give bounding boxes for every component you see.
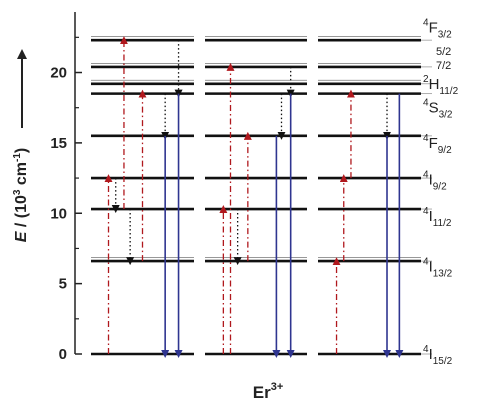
y-tick-label: 5 (59, 276, 67, 293)
term-label: 7/2 (436, 60, 451, 72)
x-axis-label: Er3+ (253, 381, 284, 402)
x-label-base: Er (253, 383, 271, 402)
y-tick-label: 20 (50, 65, 67, 82)
term-label: 4S3/2 (423, 98, 453, 121)
y-label-symbol: E (13, 230, 30, 242)
term-label: 4F9/2 (423, 133, 452, 156)
y-label-exp: 3 (12, 189, 23, 195)
term-label: 4F3/2 (423, 17, 452, 40)
y-label-rest: / (10 (13, 195, 30, 232)
svg-text:E / (103 cm-1): E / (103 cm-1) (12, 148, 30, 243)
energy-levels (91, 36, 432, 356)
y-tick-label: 0 (59, 346, 67, 363)
y-label-unit: cm (13, 162, 30, 190)
term-label: 5/2 (436, 46, 451, 58)
term-label: 4I13/2 (423, 257, 453, 280)
term-label: 2H11/2 (423, 74, 459, 97)
term-label: 4I11/2 (423, 206, 452, 229)
x-label-sup: 3+ (271, 381, 284, 393)
y-axis-label: E / (103 cm-1) (12, 148, 30, 243)
transitions (104, 36, 404, 358)
term-label: 4I9/2 (423, 169, 447, 192)
term-label: 4I15/2 (423, 344, 453, 367)
y-tick-label: 10 (50, 205, 67, 222)
y-label-close: ) (13, 148, 30, 153)
y-axis: 0 5 10 15 20 (50, 12, 82, 363)
y-label-unit-exp: -1 (12, 153, 23, 162)
y-tick-label: 15 (50, 135, 67, 152)
